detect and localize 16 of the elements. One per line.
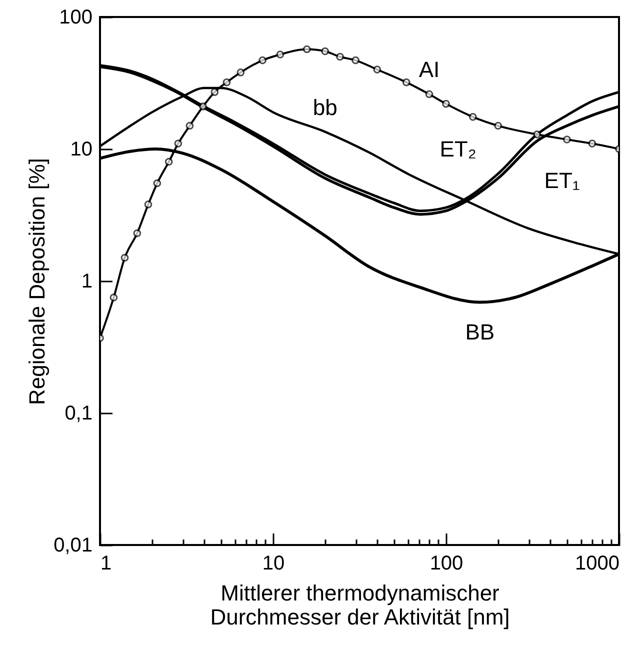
y-tick-label: 100 [59, 6, 92, 28]
y-tick-label: 10 [70, 138, 92, 160]
series-label: BB [465, 319, 495, 344]
series-label: ET₂ [440, 136, 476, 162]
series-label: AI [418, 57, 440, 82]
x-axis-title: Mittlerer thermodynamischer Durchmesser der Aktivität [nm] [210, 580, 510, 630]
y-axis-title: Regionale Deposition [%] [24, 158, 50, 406]
y-tick-label: 0,1 [64, 402, 92, 424]
series-label: ET₁ [544, 168, 580, 193]
x-tick-label: 10 [262, 552, 285, 574]
y-tick-label: 0,01 [54, 534, 92, 556]
x-tick-label: 100 [430, 552, 464, 574]
y-tick-label: 1 [81, 270, 92, 292]
series-label: bb [312, 94, 338, 120]
x-tick-label: 1000 [575, 552, 620, 574]
x-tick-label: 1 [100, 552, 112, 574]
